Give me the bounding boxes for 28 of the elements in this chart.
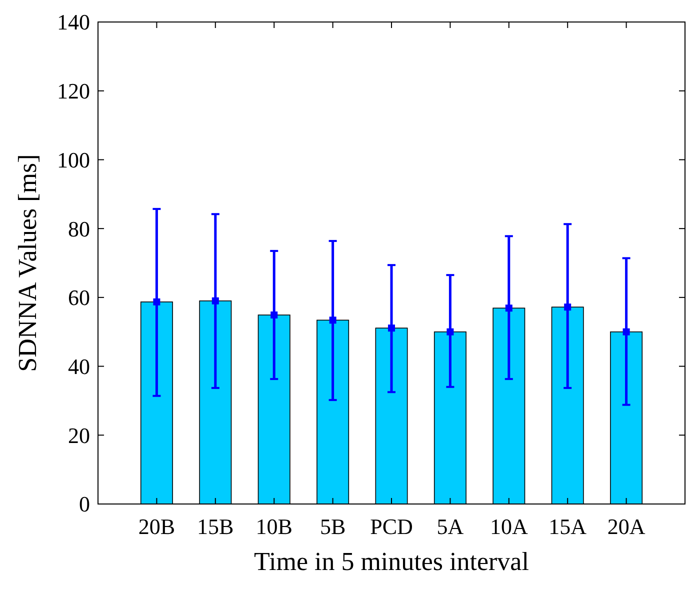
x-tick-label: 15B: [197, 514, 234, 539]
point: [153, 298, 160, 306]
point: [622, 328, 630, 336]
y-axis-title: SDNNA Values [ms]: [13, 154, 42, 372]
y-tick-label: 100: [57, 147, 90, 172]
x-tick-label: 5A: [436, 514, 464, 539]
x-tick-label: 10B: [256, 514, 292, 539]
x-axis-title: Time in 5 minutes interval: [254, 547, 529, 576]
point: [505, 304, 512, 312]
point: [212, 297, 219, 304]
point: [446, 328, 454, 336]
y-tick-label: 120: [57, 78, 90, 104]
y-tick-label: 140: [57, 10, 90, 35]
x-tick-label: 20A: [607, 514, 646, 539]
point: [388, 324, 395, 332]
y-tick-label: 80: [68, 216, 90, 242]
point: [329, 316, 336, 324]
x-tick-label: PCD: [370, 514, 413, 539]
x-tick-label: 15A: [548, 514, 587, 539]
y-tick-label: 20: [68, 422, 90, 448]
y-tick-label: 60: [68, 285, 90, 310]
x-tick-label: 20B: [138, 514, 176, 539]
point: [564, 304, 572, 311]
x-tick-label: 5B: [320, 514, 346, 539]
y-tick-label: 0: [79, 492, 90, 517]
x-tick-label: 10A: [490, 514, 528, 539]
point: [270, 311, 278, 318]
y-tick-label: 40: [68, 354, 90, 379]
